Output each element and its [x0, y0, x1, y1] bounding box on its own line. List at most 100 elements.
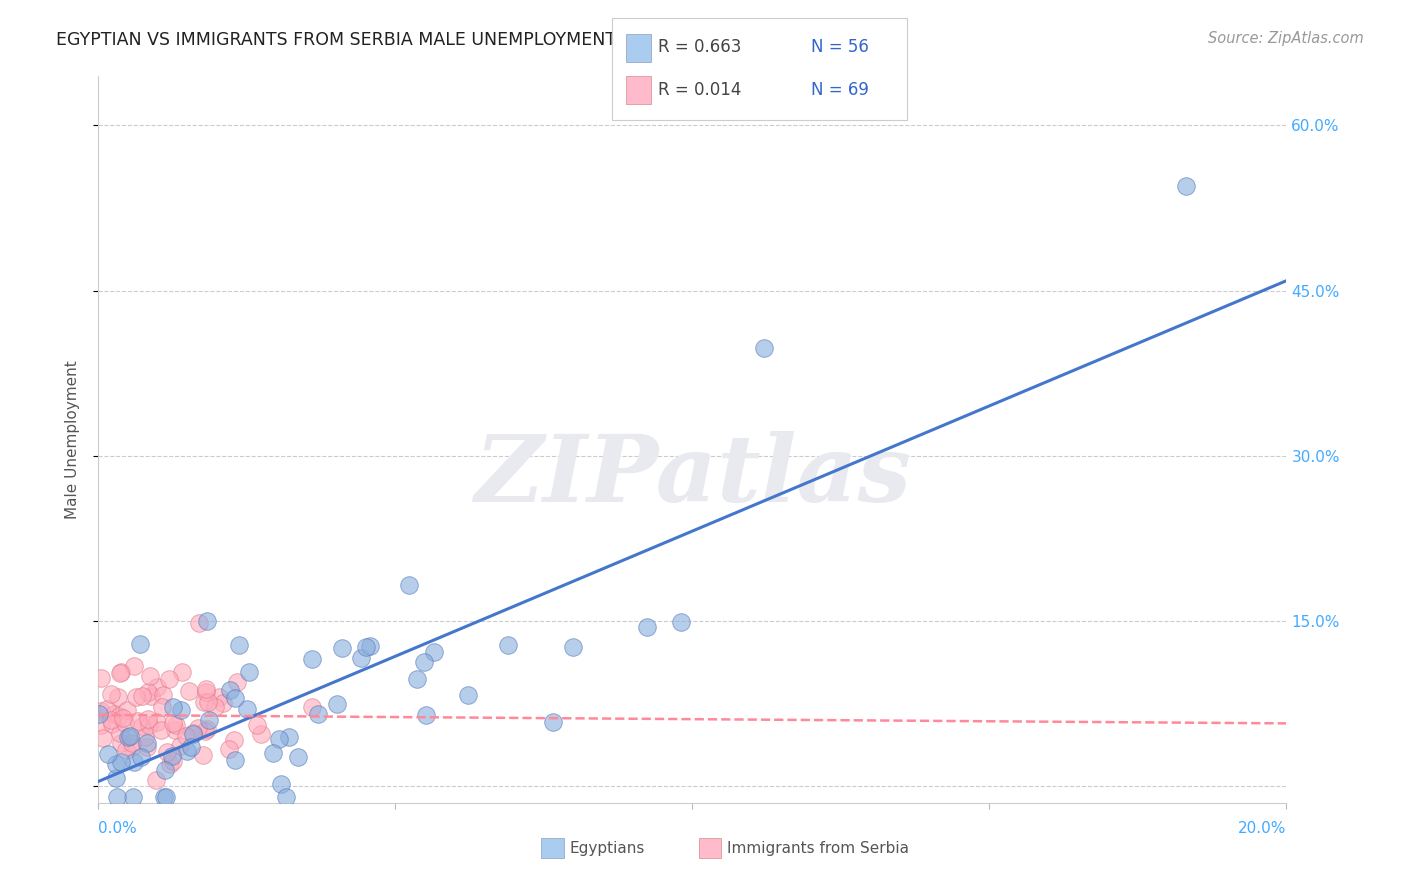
- Point: [103, 706, 125, 721]
- Point: [350, 651, 373, 665]
- Point: [131, 719, 153, 733]
- Text: Immigrants from Serbia: Immigrants from Serbia: [727, 841, 908, 855]
- Point: [121, 790, 143, 805]
- Point: [270, 777, 292, 791]
- Point: [139, 689, 162, 703]
- Point: [208, 690, 231, 704]
- Text: N = 69: N = 69: [811, 81, 869, 99]
- Point: [157, 672, 180, 686]
- Point: [330, 641, 353, 656]
- Point: [354, 640, 377, 655]
- Point: [301, 652, 323, 666]
- Point: [181, 727, 204, 741]
- Point: [278, 730, 301, 744]
- Text: ZIPatlas: ZIPatlas: [474, 431, 911, 521]
- Point: [228, 639, 250, 653]
- Point: [129, 750, 152, 764]
- Point: [135, 739, 157, 754]
- Text: Source: ZipAtlas.com: Source: ZipAtlas.com: [1208, 31, 1364, 46]
- Point: [165, 718, 187, 732]
- Point: [122, 755, 145, 769]
- Point: [135, 736, 157, 750]
- Point: [100, 687, 122, 701]
- Point: [198, 713, 221, 727]
- Point: [118, 729, 141, 743]
- Point: [177, 684, 200, 698]
- Point: [96, 747, 118, 761]
- Text: R = 0.014: R = 0.014: [658, 81, 741, 99]
- Point: [100, 714, 122, 728]
- Point: [222, 733, 245, 747]
- Point: [145, 715, 167, 730]
- Point: [326, 697, 349, 711]
- Point: [301, 699, 323, 714]
- Point: [136, 712, 159, 726]
- Point: [398, 578, 420, 592]
- Point: [105, 757, 128, 772]
- Point: [160, 748, 183, 763]
- Point: [139, 669, 162, 683]
- Point: [543, 714, 565, 729]
- Point: [752, 341, 775, 355]
- Point: [162, 715, 184, 730]
- Point: [224, 752, 246, 766]
- Point: [121, 740, 143, 755]
- Point: [496, 638, 519, 652]
- Point: [153, 763, 176, 777]
- Point: [111, 710, 134, 724]
- Point: [174, 729, 197, 743]
- Point: [96, 702, 118, 716]
- Text: 20.0%: 20.0%: [1239, 822, 1286, 837]
- Point: [197, 695, 219, 709]
- Point: [108, 709, 131, 723]
- Text: 0.0%: 0.0%: [98, 822, 138, 837]
- Point: [224, 691, 246, 706]
- Point: [218, 742, 240, 756]
- Y-axis label: Male Unemployment: Male Unemployment: [65, 360, 80, 518]
- Text: N = 56: N = 56: [811, 38, 869, 56]
- Point: [136, 684, 159, 698]
- Text: EGYPTIAN VS IMMIGRANTS FROM SERBIA MALE UNEMPLOYMENT CORRELATION CHART: EGYPTIAN VS IMMIGRANTS FROM SERBIA MALE …: [56, 31, 810, 49]
- Point: [153, 790, 176, 805]
- Point: [117, 730, 139, 744]
- Point: [110, 665, 132, 680]
- Point: [114, 742, 136, 756]
- Point: [193, 695, 215, 709]
- Point: [287, 750, 309, 764]
- Point: [212, 697, 235, 711]
- Point: [159, 756, 181, 771]
- Point: [180, 739, 202, 754]
- Point: [172, 665, 194, 679]
- Point: [671, 615, 693, 629]
- Point: [90, 704, 112, 718]
- Point: [150, 700, 173, 714]
- Point: [121, 736, 143, 750]
- Point: [125, 690, 148, 705]
- Point: [163, 723, 186, 737]
- Point: [274, 790, 297, 805]
- Point: [169, 739, 191, 753]
- Point: [105, 771, 128, 785]
- Point: [307, 706, 329, 721]
- Point: [194, 685, 217, 699]
- Point: [181, 726, 204, 740]
- Point: [110, 755, 132, 769]
- Point: [146, 680, 169, 694]
- Point: [194, 723, 217, 738]
- Point: [101, 717, 124, 731]
- Point: [108, 665, 131, 680]
- Point: [187, 722, 209, 736]
- Point: [122, 658, 145, 673]
- Point: [155, 790, 177, 805]
- Point: [562, 640, 585, 654]
- Point: [110, 726, 132, 740]
- Point: [149, 723, 172, 738]
- Point: [107, 690, 129, 705]
- Point: [457, 688, 479, 702]
- Point: [359, 639, 381, 653]
- Point: [226, 675, 249, 690]
- Point: [90, 671, 112, 685]
- Point: [145, 773, 167, 788]
- Point: [127, 714, 149, 728]
- Point: [115, 703, 138, 717]
